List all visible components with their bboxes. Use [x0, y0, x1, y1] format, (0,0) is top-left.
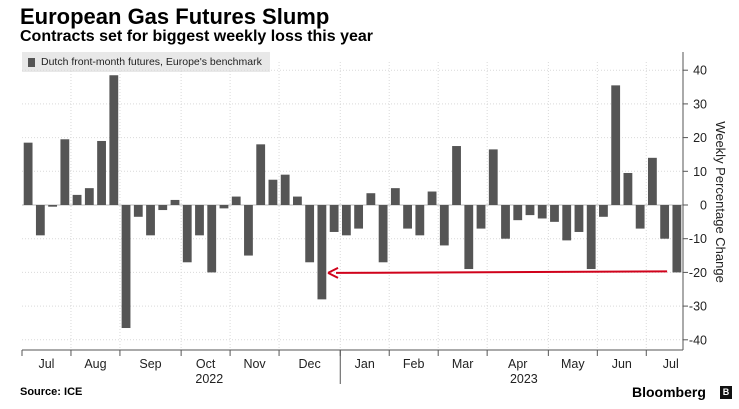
bar [623, 172, 633, 206]
bar [586, 205, 596, 270]
bar [133, 205, 143, 217]
x-tick-label: Oct [196, 357, 216, 371]
bar [635, 205, 645, 229]
bar [109, 75, 119, 205]
bar [317, 205, 327, 300]
x-tick-label: Dec [299, 357, 321, 371]
bar [158, 205, 168, 211]
x-tick-label: Nov [243, 357, 266, 371]
bar [305, 205, 315, 263]
month-dividers [70, 62, 647, 350]
chart-subtitle: Contracts set for biggest weekly loss th… [20, 28, 374, 45]
brand-logo: Bloomberg [632, 384, 706, 400]
bar [170, 199, 180, 205]
legend: Dutch front-month futures, Europe's benc… [22, 52, 270, 72]
bar [244, 205, 253, 256]
bar [182, 205, 192, 263]
y-tick-label: 40 [693, 64, 707, 78]
x-tick-label: Jun [612, 357, 632, 371]
y-tick-label: 30 [693, 97, 707, 111]
bar [537, 205, 547, 219]
y-tick-label: -30 [689, 300, 707, 314]
x-year-label: 2022 [195, 372, 223, 386]
bar [488, 149, 498, 205]
bar [35, 205, 45, 236]
bar [378, 205, 388, 263]
bar [574, 205, 584, 232]
y-axis: 40 30 20 10 0 -10 -20 -30 -40 [682, 52, 707, 350]
bar [366, 193, 376, 205]
bar [550, 205, 559, 222]
bar [415, 205, 425, 236]
x-tick-label: Jul [663, 357, 679, 371]
x-year-label: 2023 [510, 372, 538, 386]
bar [293, 196, 302, 205]
bar [341, 205, 351, 236]
source-note: Source: ICE [20, 386, 83, 398]
x-tick-label: Apr [508, 357, 527, 371]
bars [23, 75, 682, 329]
gridlines [22, 69, 683, 341]
bar [390, 188, 400, 205]
x-tick-label: Mar [452, 357, 474, 371]
x-tick-label: Aug [84, 357, 106, 371]
bar [476, 205, 486, 229]
legend-label: Dutch front-month futures, Europe's benc… [41, 56, 262, 68]
x-tick-label: Sep [139, 357, 161, 371]
bar [427, 191, 437, 205]
x-tick-label: May [561, 357, 585, 371]
bar [84, 188, 94, 205]
x-tick-label: Feb [403, 357, 425, 371]
y-tick-label: -20 [689, 266, 707, 280]
bar [97, 140, 106, 205]
bar [611, 85, 621, 205]
arrow-shaft [336, 270, 668, 274]
bar [354, 205, 364, 229]
legend-swatch [28, 57, 35, 67]
bar [207, 205, 217, 273]
bar [256, 144, 266, 205]
bar [464, 205, 474, 270]
bar [280, 174, 290, 205]
bar [48, 205, 58, 207]
bar [72, 194, 82, 205]
bar [231, 196, 241, 205]
arrow-head [327, 267, 339, 279]
y-tick-label: -40 [689, 333, 707, 347]
bar [452, 146, 461, 206]
bar [146, 205, 155, 236]
bar [562, 205, 572, 241]
y-tick-label: -10 [689, 232, 707, 246]
bar [60, 139, 70, 205]
bar [672, 205, 682, 273]
bar [23, 142, 33, 205]
y-tick-label: 10 [693, 165, 707, 179]
bar [121, 205, 131, 329]
y-tick-label: 20 [693, 131, 707, 145]
x-tick-label: Jan [355, 357, 375, 371]
bar [219, 205, 229, 209]
bar [647, 157, 657, 205]
annotation-arrow [327, 267, 668, 279]
y-tick-label: 0 [700, 199, 707, 213]
bar [403, 205, 412, 229]
x-axis: Jul Aug Sep Oct Nov Dec Jan Feb Mar Apr May Jun Jul 2… [21, 349, 683, 386]
bloomberg-icon: B [720, 386, 732, 399]
y-axis-label: Weekly Percentage Change [713, 121, 728, 283]
bar [660, 205, 670, 239]
x-tick-label: Jul [38, 357, 54, 371]
bar [513, 205, 523, 221]
bar [501, 205, 510, 239]
bar [329, 205, 339, 232]
chart-title: European Gas Futures Slump [20, 4, 330, 29]
bar [195, 205, 204, 236]
bar [439, 205, 449, 246]
bar [268, 179, 278, 205]
bar [599, 205, 608, 217]
bar [525, 205, 535, 216]
